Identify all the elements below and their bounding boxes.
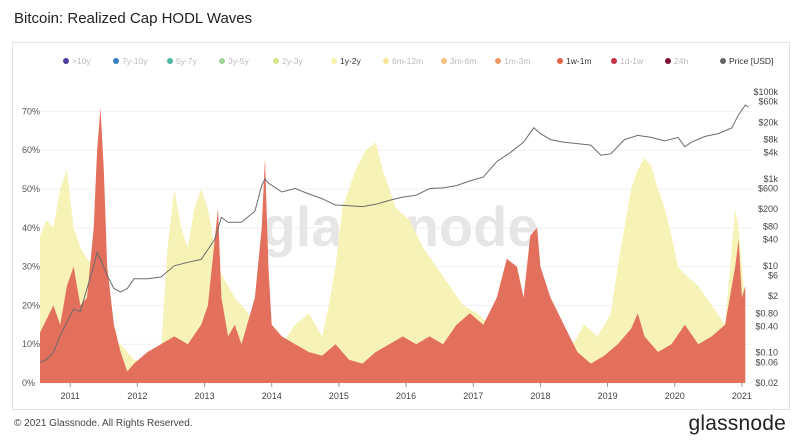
x-tick-label: 2018 [530, 391, 550, 401]
legend-marker [495, 58, 501, 64]
legend-label: >10y [72, 56, 91, 66]
legend-marker [219, 58, 225, 64]
y-right-tick-label: $40 [763, 235, 778, 245]
legend-item[interactable]: 6m-12m [383, 56, 423, 66]
brand-logo-text: glassnode [688, 412, 786, 435]
x-tick-label: 2011 [61, 391, 80, 401]
x-tick-label: 2016 [396, 391, 416, 401]
legend-item[interactable]: 2y-3y [273, 56, 304, 66]
y-right-tick-label: $60k [758, 97, 778, 107]
legend-label: 2y-3y [282, 56, 304, 66]
y-right-tick-label: $20k [758, 117, 778, 127]
legend-label: 1y-2y [340, 56, 362, 66]
y-right-tick-label: $0.10 [755, 348, 778, 358]
legend-marker [557, 58, 563, 64]
x-tick-label: 2021 [732, 391, 752, 401]
legend-marker [273, 58, 279, 64]
legend-item[interactable]: 24h [665, 56, 688, 66]
legend-marker [113, 58, 119, 64]
y-right-tick-label: $200 [758, 204, 778, 214]
legend-label: 7y-10y [122, 56, 148, 66]
y-left-tick-label: 0% [22, 378, 35, 388]
legend-marker [441, 58, 447, 64]
legend-label: 5y-7y [176, 56, 198, 66]
y-left-tick-label: 50% [22, 184, 40, 194]
legend-marker [331, 58, 337, 64]
legend-label: 3m-6m [450, 56, 476, 66]
legend-label: Price [USD] [729, 56, 773, 66]
x-tick-label: 2014 [262, 391, 282, 401]
y-right-tick-label: $0.06 [755, 357, 778, 367]
y-right-tick-label: $6 [768, 270, 778, 280]
legend-marker [611, 58, 617, 64]
y-left-tick-label: 60% [22, 145, 40, 155]
y-right-tick-label: $80 [763, 222, 778, 232]
legend-label: 24h [674, 56, 688, 66]
legend-item[interactable]: 3y-5y [219, 56, 250, 66]
y-right-tick-label: $0.02 [755, 378, 778, 388]
legend-label: 1m-3m [504, 56, 530, 66]
legend-label: 1d-1w [620, 56, 644, 66]
x-tick-label: 2020 [665, 391, 685, 401]
legend-item[interactable]: 1w-1m [557, 56, 592, 66]
legend-item[interactable]: >10y [63, 56, 91, 66]
price-series [39, 104, 749, 363]
legend-item[interactable]: 1y-2y [331, 56, 362, 66]
copyright-text: © 2021 Glassnode. All Rights Reserved. [14, 418, 193, 429]
x-tick-label: 2013 [195, 391, 215, 401]
legend-marker [720, 58, 726, 64]
y-right-tick-label: $1k [763, 174, 778, 184]
legend-item[interactable]: 5y-7y [167, 56, 198, 66]
y-right-tick-label: $100k [753, 87, 778, 97]
x-tick-label: 2019 [598, 391, 618, 401]
legend-item[interactable]: 1d-1w [611, 56, 644, 66]
y-left-tick-label: 20% [22, 300, 40, 310]
y-left-ticks: 0% 10% 20% 30% 40% 50% 60% 70% [22, 106, 40, 388]
chart-title: Bitcoin: Realized Cap HODL Waves [14, 10, 253, 27]
y-left-tick-label: 30% [22, 262, 40, 272]
price-line [39, 104, 749, 363]
y-right-tick-label: $600 [758, 184, 778, 194]
x-tick-label: 2017 [463, 391, 483, 401]
legend-marker [383, 58, 389, 64]
y-right-ticks: $100k$60k$20k$8k$4k$1k$600$200$80$40$10$… [753, 87, 778, 388]
legend-marker [63, 58, 69, 64]
y-left-tick-label: 70% [22, 106, 40, 116]
legend-marker [665, 58, 671, 64]
y-left-tick-label: 10% [22, 339, 40, 349]
y-right-tick-label: $0.40 [755, 321, 778, 331]
area-series [40, 107, 746, 383]
chart-frame [12, 42, 790, 410]
x-axis-ticks: 2011 2012 2013 2014 2015 2016 2017 2018 2019 2020… [61, 383, 752, 401]
x-tick-label: 2015 [329, 391, 349, 401]
legend: >10y 7y-10y 5y-7y 3y-5y 2y-3y 1y-2y 6m-12m 3m-6… [63, 56, 773, 66]
legend-item[interactable]: 3m-6m [441, 56, 476, 66]
y-left-tick-label: 40% [22, 223, 40, 233]
x-tick-label: 2012 [127, 391, 147, 401]
y-right-tick-label: $0.80 [755, 308, 778, 318]
y-right-tick-label: $8k [763, 135, 778, 145]
legend-label: 6m-12m [392, 56, 423, 66]
area-1w-1m [40, 107, 746, 383]
legend-item[interactable]: Price [USD] [720, 56, 773, 66]
legend-marker [167, 58, 173, 64]
legend-item[interactable]: 7y-10y [113, 56, 148, 66]
y-right-tick-label: $4k [763, 148, 778, 158]
legend-label: 3y-5y [228, 56, 250, 66]
y-right-tick-label: $10 [763, 261, 778, 271]
y-right-tick-label: $2 [768, 291, 778, 301]
legend-label: 1w-1m [566, 56, 592, 66]
legend-item[interactable]: 1m-3m [495, 56, 530, 66]
